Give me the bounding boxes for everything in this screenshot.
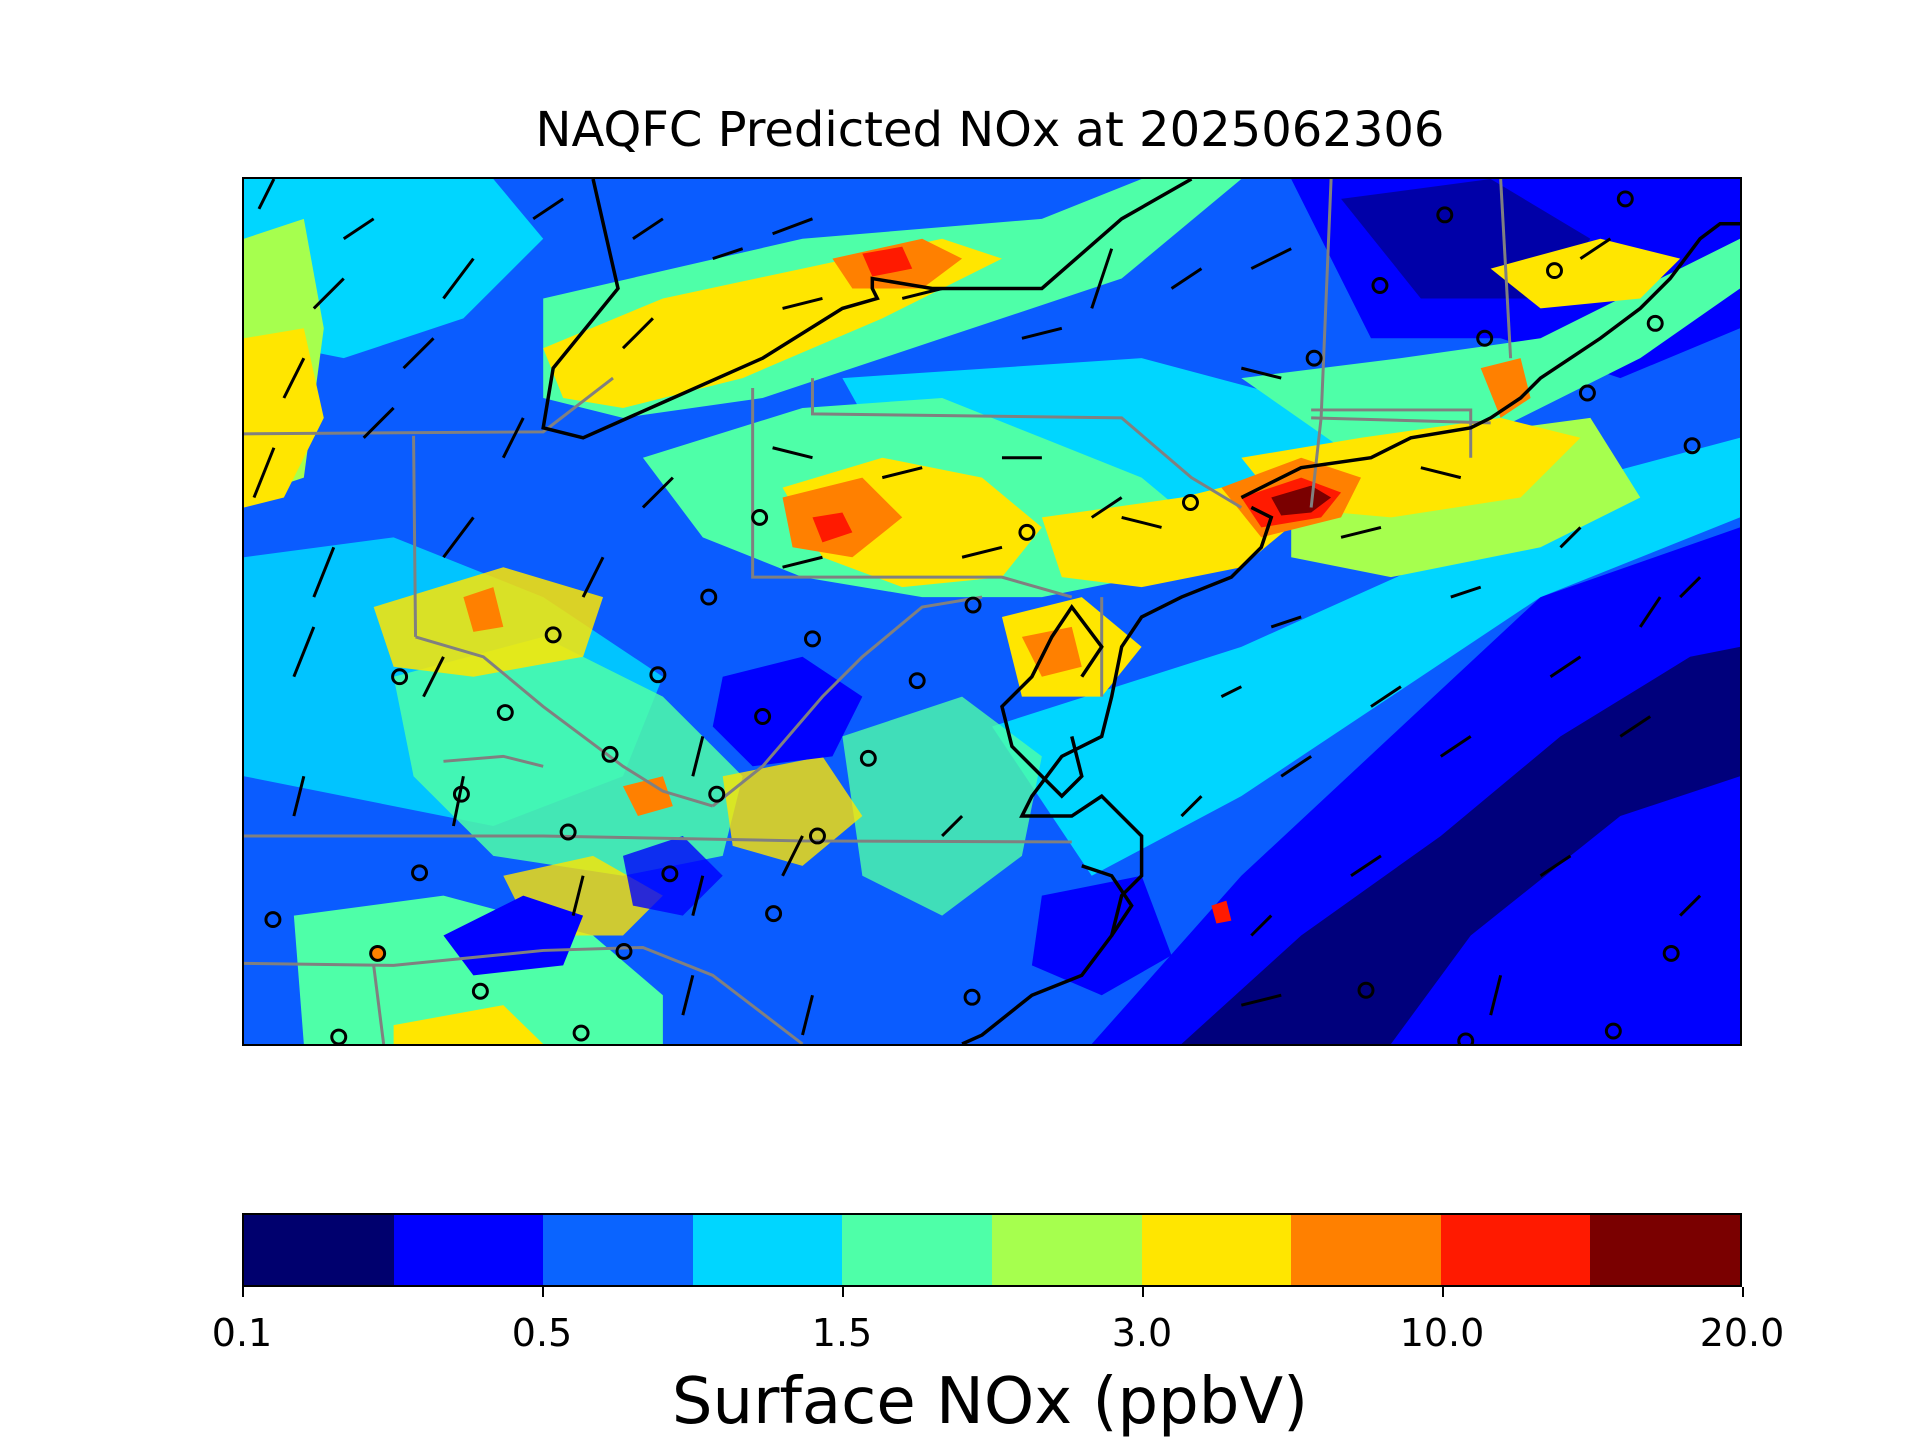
concentration-field: [244, 179, 1740, 1044]
colorbar-segment: [1141, 1215, 1292, 1285]
colorbar-tick: [1142, 1287, 1144, 1297]
colorbar-tick: [242, 1287, 244, 1297]
colorbar-tick: [1442, 1287, 1444, 1297]
colorbar-segment: [1291, 1215, 1441, 1285]
map-panel: [242, 177, 1742, 1046]
monitor-sites: [264, 190, 1701, 1044]
colorbar-segment: [1590, 1215, 1740, 1285]
colorbar-segment: [991, 1215, 1142, 1285]
colorbar-segment: [842, 1215, 992, 1285]
map-title: NAQFC Predicted NOx at 2025062306: [535, 102, 1445, 158]
colorbar-label: Surface NOx (ppbV): [671, 1365, 1309, 1439]
colorbar-tick-label: 10.0: [1399, 1311, 1485, 1355]
colorbar-tick-label: 0.5: [511, 1311, 573, 1355]
colorbar-tick: [842, 1287, 844, 1297]
wind-barbs: [252, 179, 1702, 1036]
coastlines: [541, 179, 1740, 1044]
colorbar: [242, 1213, 1742, 1287]
colorbar-tick: [542, 1287, 544, 1297]
colorbar-segment: [244, 1215, 394, 1285]
nox-map: [244, 179, 1740, 1044]
colorbar-segment: [1440, 1215, 1591, 1285]
colorbar-tick-label: 3.0: [1111, 1311, 1173, 1355]
colorbar-tick: [1742, 1287, 1744, 1297]
colorbar-tick-label: 20.0: [1699, 1311, 1785, 1355]
colorbar-segment: [543, 1215, 693, 1285]
colorbar-segment: [692, 1215, 843, 1285]
colorbar-segment: [393, 1215, 544, 1285]
colorbar-ticks: 0.1 0.5 1.5 3.0 10.0 20.0: [212, 1287, 1784, 1355]
colorbar-tick-label: 1.5: [811, 1311, 873, 1355]
colorbar-tick-label: 0.1: [211, 1311, 273, 1355]
